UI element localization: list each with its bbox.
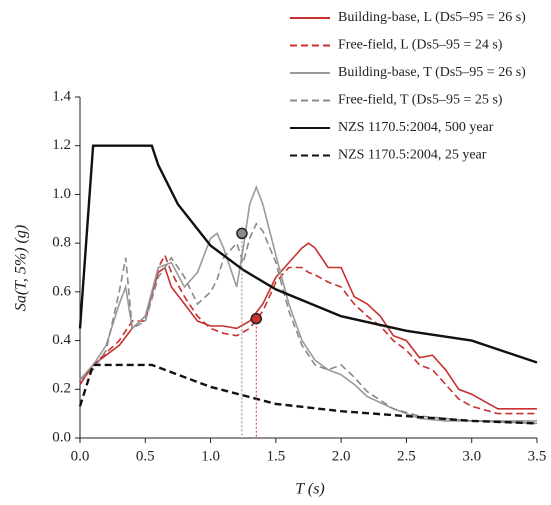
x-tick-label: 2.5: [397, 448, 416, 464]
y-tick-label: 1.4: [52, 88, 71, 104]
legend-label: Building-base, T (Ds5–95 = 26 s): [338, 65, 526, 80]
marker: [236, 227, 248, 240]
marker: [250, 312, 263, 325]
x-tick-label: 0.0: [71, 448, 90, 464]
x-tick-label: 2.0: [332, 448, 351, 464]
x-tick-label: 3.0: [462, 448, 481, 464]
y-axis-label: Sa(T, 5%) (g): [13, 225, 30, 311]
series-line: [79, 184, 537, 422]
y-tick-label: 0.2: [52, 381, 71, 397]
series-line: [78, 363, 538, 425]
series-line: [78, 144, 538, 364]
x-tick-label: 0.5: [136, 448, 155, 464]
legend-label: Free-field, L (Ds5–95 = 24 s): [338, 38, 503, 53]
legend-label: NZS 1170.5:2004, 25 year: [338, 148, 487, 163]
x-tick-label: 3.5: [528, 448, 547, 464]
series-line: [79, 253, 537, 415]
y-tick-label: 0.0: [52, 429, 71, 445]
x-axis-label: T (s): [295, 481, 325, 498]
legend-label: Building-base, L (Ds5–95 = 26 s): [338, 10, 526, 25]
y-tick-label: 0.8: [52, 235, 71, 251]
x-tick-label: 1.0: [201, 448, 220, 464]
legend-label: NZS 1170.5:2004, 500 year: [338, 120, 494, 135]
y-tick-label: 1.0: [52, 186, 71, 202]
series-line: [79, 242, 537, 410]
y-tick-label: 0.4: [52, 332, 71, 348]
y-tick-label: 0.6: [52, 283, 71, 299]
x-tick-label: 1.5: [266, 448, 285, 464]
legend-label: Free-field, T (Ds5–95 = 25 s): [338, 93, 503, 108]
y-tick-label: 1.2: [52, 137, 71, 153]
series-line: [79, 222, 538, 425]
